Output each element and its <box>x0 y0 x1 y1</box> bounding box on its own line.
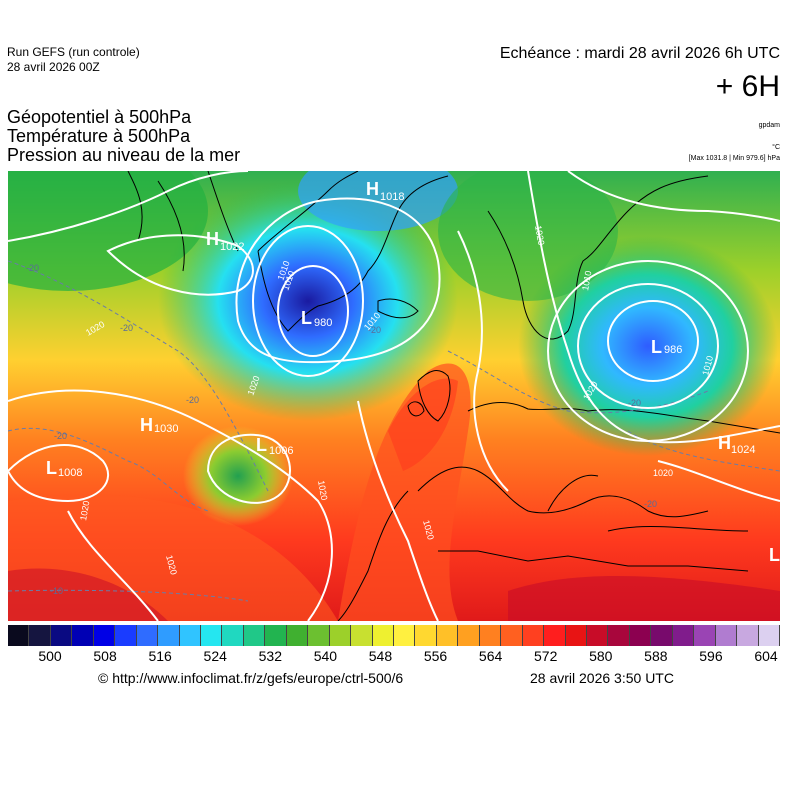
color-scale-swatch <box>394 625 416 646</box>
color-scale-swatch <box>265 625 287 646</box>
color-scale-swatch <box>93 625 116 646</box>
color-scale-swatch <box>608 625 630 646</box>
center-value: 986 <box>664 344 682 356</box>
center-value: 1030 <box>154 423 178 435</box>
color-scale-swatch <box>29 625 51 646</box>
color-scale-swatch <box>565 625 587 646</box>
color-scale-swatch <box>136 625 159 646</box>
center-letter: H <box>718 433 731 453</box>
color-scale-swatch <box>715 625 738 646</box>
color-scale-swatch <box>329 625 352 646</box>
unit-temperature: °C <box>772 144 780 151</box>
color-scale-swatch <box>522 625 545 646</box>
color-scale-swatch <box>651 625 673 646</box>
color-scale-swatch <box>672 625 695 646</box>
color-scale-swatch <box>286 625 309 646</box>
color-scale-label: 508 <box>93 648 117 664</box>
isotherm-label: -20 <box>644 499 657 509</box>
color-scale-label: 556 <box>423 648 448 664</box>
color-scale-swatch <box>544 625 566 646</box>
isobar-label: 1020 <box>653 468 673 478</box>
center-letter: L <box>769 545 780 565</box>
isobar-label: 1010 <box>580 270 593 291</box>
color-scale-swatch <box>158 625 180 646</box>
weather-map: H 1018 H 1022 L 980 L 986 H 1030 L 1006 … <box>8 171 780 621</box>
color-scale-label: 500 <box>38 648 62 664</box>
color-scale-swatch <box>72 625 94 646</box>
color-scale-swatch <box>458 625 480 646</box>
color-scale-label: 572 <box>534 648 558 664</box>
copyright: © http://www.infoclimat.fr/z/gefs/europe… <box>98 670 404 686</box>
color-scale-swatch <box>436 625 459 646</box>
isotherm-label: -10 <box>50 586 63 596</box>
color-scale-swatch <box>587 625 609 646</box>
center-letter: H <box>366 179 379 199</box>
color-scale-label: 580 <box>589 648 613 664</box>
center-value: 1008 <box>58 467 82 479</box>
isotherm-label: -20 <box>628 398 641 408</box>
color-scale-swatch <box>501 625 523 646</box>
color-scale-swatch <box>737 625 759 646</box>
forecast-time: Echéance : mardi 28 avril 2026 6h UTC <box>499 45 780 62</box>
isobar-label: 1020 <box>316 480 329 501</box>
center-value: 980 <box>314 317 332 329</box>
color-scale-swatch <box>115 625 137 646</box>
isobar-label: 1020 <box>533 225 546 246</box>
center-letter: L <box>651 337 662 357</box>
color-scale-label: 596 <box>699 648 723 664</box>
color-scale-swatch <box>243 625 266 646</box>
color-scale-bar <box>8 625 780 646</box>
color-scale-swatch <box>694 625 716 646</box>
color-scale-label: 604 <box>754 648 778 664</box>
color-scale-swatch <box>415 625 437 646</box>
pressure-range: [Max 1031.8 | Min 979.6] hPa <box>688 155 780 162</box>
color-scale-swatch <box>179 625 201 646</box>
color-scale-label: 564 <box>478 648 503 664</box>
color-scale-swatch <box>758 625 780 646</box>
color-scale-label: 524 <box>203 648 227 664</box>
center-letter: L <box>46 458 57 478</box>
color-scale-swatch <box>201 625 223 646</box>
isotherm-label: -20 <box>186 395 199 405</box>
forecast-offset: + 6H <box>715 70 780 103</box>
isotherm-label: -20 <box>26 263 39 273</box>
color-scale-label: 588 <box>644 648 668 664</box>
color-scale-swatch <box>629 625 652 646</box>
center-letter: L <box>301 308 312 328</box>
color-scale-label: 540 <box>313 648 338 664</box>
color-scale-swatch <box>351 625 373 646</box>
color-scale-swatch <box>308 625 330 646</box>
generation-date: 28 avril 2026 3:50 UTC <box>530 670 674 686</box>
unit-geopotential: gpdam <box>758 122 780 129</box>
color-scale-swatch <box>8 625 30 646</box>
color-scale-label: 516 <box>148 648 172 664</box>
run-name: Run GEFS (run controle) <box>7 45 140 59</box>
center-letter: H <box>140 415 153 435</box>
isobar-label: 1020 <box>78 500 91 521</box>
parameter-geopotential: Géopotentiel à 500hPa <box>7 107 192 127</box>
parameter-temperature: Température à 500hPa <box>7 126 191 146</box>
color-scale-swatch <box>222 625 244 646</box>
center-value: 1006 <box>269 445 293 457</box>
color-scale-swatch <box>479 625 502 646</box>
center-value: 1018 <box>380 191 404 203</box>
color-scale-swatch <box>50 625 73 646</box>
color-scale-swatch <box>372 625 394 646</box>
color-scale-label: 548 <box>368 648 393 664</box>
isotherm-label: -20 <box>120 323 133 333</box>
isotherm-label: -20 <box>368 325 381 335</box>
color-scale-labels: 500 508 516 524 532 540 548 556 564 572 580 588 596 6… <box>0 648 788 666</box>
color-scale-label: 532 <box>258 648 282 664</box>
center-letter: L <box>256 435 267 455</box>
center-letter: H <box>206 229 219 249</box>
run-date: 28 avril 2026 00Z <box>7 60 100 74</box>
parameter-pressure: Pression au niveau de la mer <box>7 145 241 165</box>
center-value: 1024 <box>731 444 755 456</box>
isotherm-label: -20 <box>54 431 67 441</box>
center-value: 1022 <box>220 241 244 253</box>
